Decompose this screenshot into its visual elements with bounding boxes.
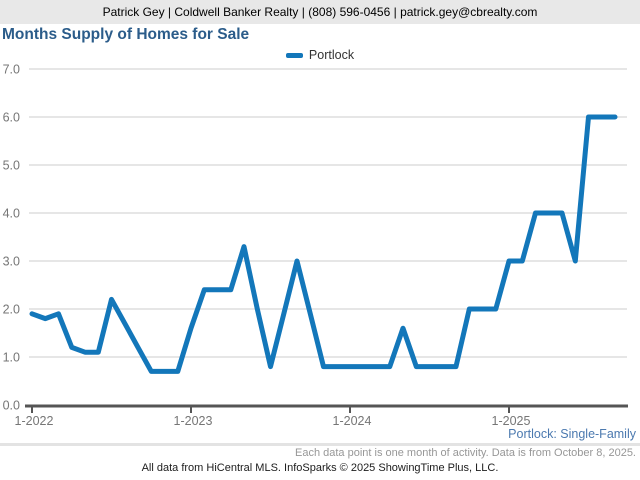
y-axis-tick-label: 4.0 — [3, 207, 20, 221]
data-note: Each data point is one month of activity… — [295, 447, 636, 459]
legend: Portlock — [0, 48, 640, 62]
x-axis-tick-label: 1-2023 — [174, 414, 213, 428]
contact-info: Patrick Gey | Coldwell Banker Realty | (… — [102, 5, 538, 19]
x-axis-tick-label: 1-2024 — [333, 414, 372, 428]
months-supply-line-chart: 0.0 1.0 2.0 3.0 4.0 5.0 6.0 7.0 1-2022 1-2023 1-20… — [3, 63, 628, 428]
legend-label: Portlock — [308, 48, 355, 62]
y-axis-tick-label: 7.0 — [3, 63, 20, 77]
footer-divider — [0, 443, 640, 446]
y-axis-tick-label: 6.0 — [3, 111, 20, 125]
header-bar: Patrick Gey | Coldwell Banker Realty | (… — [0, 0, 640, 24]
series-type-note: Portlock: Single-Family — [508, 427, 636, 441]
x-axis-tick-label: 1-2025 — [492, 414, 531, 428]
legend-line-swatch — [285, 52, 303, 58]
y-axis-tick-label: 5.0 — [3, 159, 20, 173]
attribution-note: All data from HiCentral MLS. InfoSparks … — [141, 462, 499, 474]
page-title: Months Supply of Homes for Sale — [2, 26, 250, 43]
y-axis-tick-label: 2.0 — [3, 303, 20, 317]
x-axis-tick-label: 1-2022 — [15, 414, 54, 428]
y-axis-tick-label: 1.0 — [3, 351, 20, 365]
series-line-portlock — [29, 114, 618, 374]
y-axis-tick-label: 3.0 — [3, 255, 20, 269]
y-axis-tick-label: 0.0 — [3, 399, 20, 413]
